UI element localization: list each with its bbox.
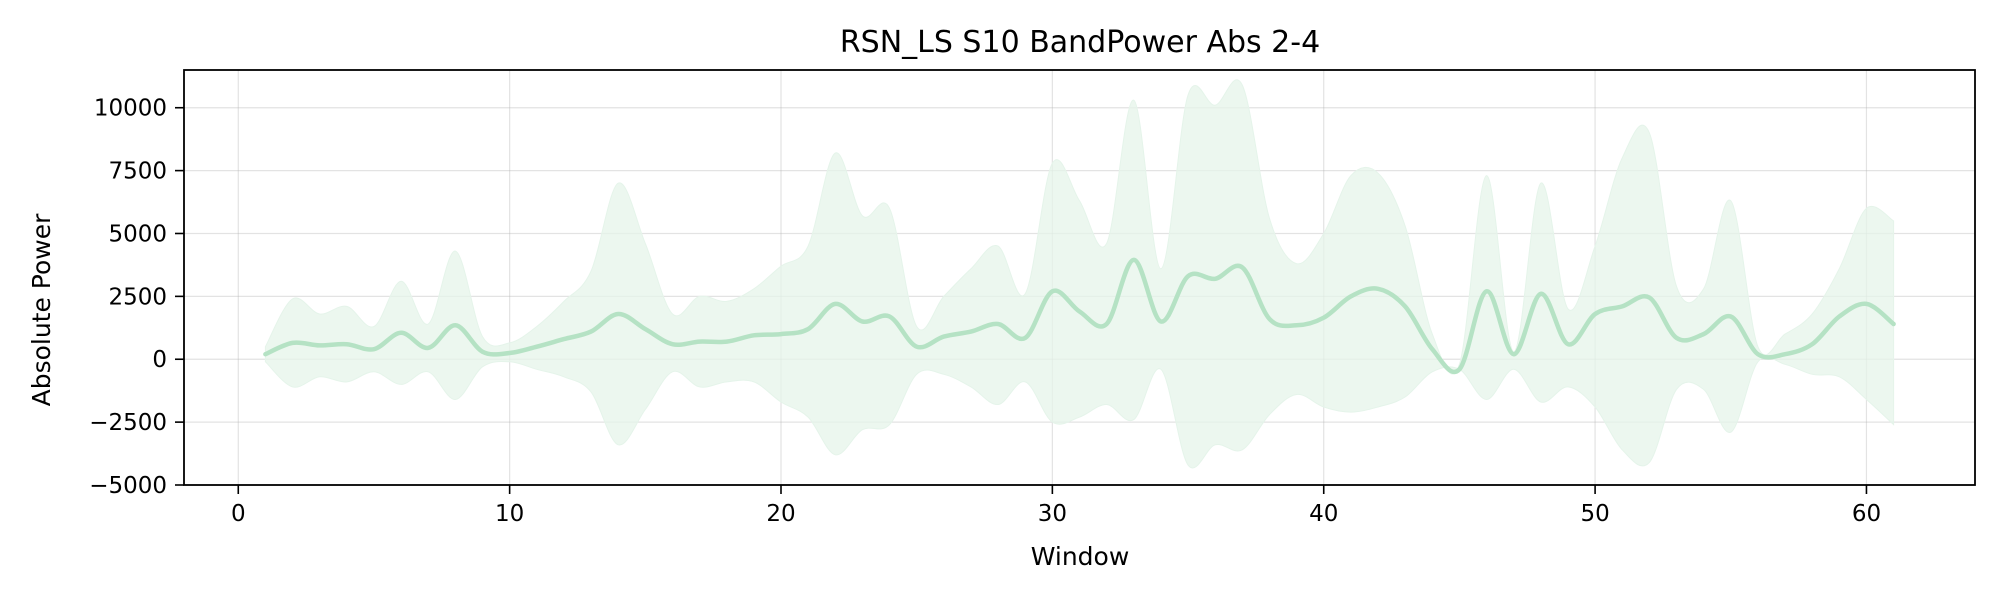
y-tick-label: −5000 bbox=[89, 473, 167, 499]
x-axis-label: Window bbox=[1031, 542, 1130, 571]
x-tick-label: 20 bbox=[766, 501, 795, 527]
x-tick-label: 50 bbox=[1580, 501, 1609, 527]
chart-title: RSN_LS S10 BandPower Abs 2-4 bbox=[840, 25, 1320, 60]
x-tick-label: 60 bbox=[1852, 501, 1881, 527]
x-tick-label: 40 bbox=[1309, 501, 1338, 527]
y-tick-label: 7500 bbox=[108, 159, 167, 185]
y-tick-label: 2500 bbox=[108, 284, 167, 310]
y-axis-label: Absolute Power bbox=[27, 213, 56, 407]
x-tick-label: 30 bbox=[1038, 501, 1067, 527]
mean-line bbox=[263, 257, 1896, 374]
axis-ticks: 0 10 20 30 40 50 60 −5000 −2500 0 2500 5000 7500 1000… bbox=[89, 96, 1881, 527]
plot-frame bbox=[183, 69, 1976, 486]
y-tick-label: 10000 bbox=[94, 96, 167, 122]
y-tick-label: 0 bbox=[152, 347, 167, 373]
confidence-band bbox=[264, 79, 1895, 469]
y-tick-label: 5000 bbox=[108, 221, 167, 247]
x-tick-label: 10 bbox=[495, 501, 524, 527]
x-tick-label: 0 bbox=[231, 501, 246, 527]
y-tick-label: −2500 bbox=[89, 410, 167, 436]
